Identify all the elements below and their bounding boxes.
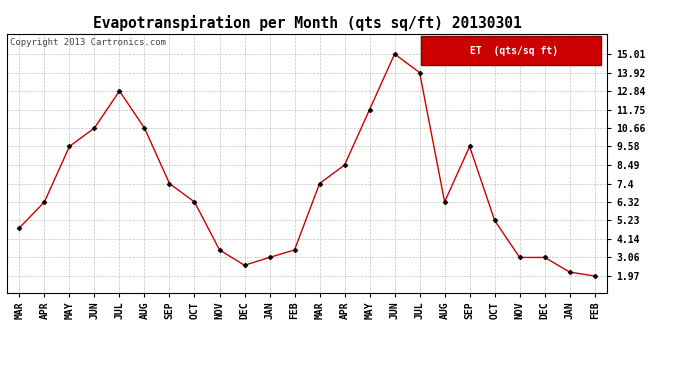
Text: Copyright 2013 Cartronics.com: Copyright 2013 Cartronics.com (10, 38, 166, 46)
Text: ET  (qts/sq ft): ET (qts/sq ft) (470, 46, 558, 56)
FancyBboxPatch shape (421, 36, 601, 65)
Title: Evapotranspiration per Month (qts sq/ft) 20130301: Evapotranspiration per Month (qts sq/ft)… (92, 15, 522, 31)
